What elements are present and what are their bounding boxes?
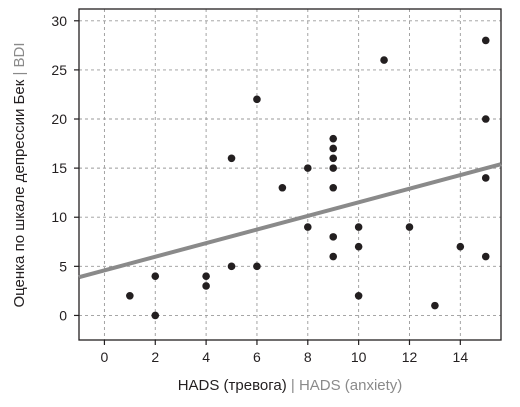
data-point (354, 223, 363, 231)
data-point (126, 292, 134, 300)
data-point (354, 292, 363, 300)
y-tick-label: 30 (51, 13, 67, 29)
data-point (151, 272, 160, 280)
data-point (329, 233, 338, 241)
data-point (456, 242, 465, 251)
y-tick-label: 0 (59, 307, 67, 323)
data-point (329, 252, 338, 261)
data-point (329, 154, 338, 163)
data-point (431, 301, 439, 310)
y-tick-label: 15 (51, 160, 67, 176)
tick-labels: 0 2 4 6 8 10 12 14 0 5 10 15 20 25 30 (51, 13, 468, 365)
x-tick-label: 0 (101, 349, 109, 365)
y-axis-title: Оценка по шкале депрессии Бек | BDI (11, 42, 28, 307)
trend-line (78, 162, 502, 280)
data-point (227, 262, 236, 271)
x-tick-label: 2 (151, 349, 159, 365)
data-point (329, 183, 338, 192)
x-tick-label: 6 (253, 349, 261, 365)
x-tick-label: 14 (453, 349, 469, 365)
data-point (481, 36, 490, 45)
x-tick-label: 10 (351, 349, 367, 365)
x-tick-label: 8 (304, 349, 312, 365)
data-point (202, 282, 210, 290)
y-tick-label: 20 (51, 111, 67, 127)
data-point (329, 134, 338, 143)
data-points (126, 36, 490, 320)
data-point (354, 242, 363, 251)
data-point (303, 164, 312, 172)
data-point (380, 56, 388, 64)
x-axis-title: HADS (тревога) | HADS (anxiety) (178, 377, 403, 394)
data-point (253, 262, 261, 271)
data-point (202, 272, 210, 280)
data-point (481, 115, 490, 123)
data-point (329, 144, 338, 153)
data-point (253, 95, 261, 104)
data-point (303, 223, 312, 231)
x-tick-label: 4 (202, 349, 210, 365)
data-point (481, 252, 490, 261)
data-point (329, 164, 338, 172)
data-point (278, 183, 287, 192)
data-point (151, 311, 160, 320)
y-tick-label: 10 (51, 209, 67, 225)
axis-ticks (74, 20, 461, 345)
data-point (405, 223, 414, 231)
plot-frame (78, 8, 502, 341)
y-tick-label: 25 (51, 62, 67, 78)
y-tick-label: 5 (59, 258, 67, 274)
grid (79, 9, 501, 340)
data-point (481, 174, 490, 182)
x-tick-label: 12 (402, 349, 418, 365)
data-point (227, 154, 236, 163)
